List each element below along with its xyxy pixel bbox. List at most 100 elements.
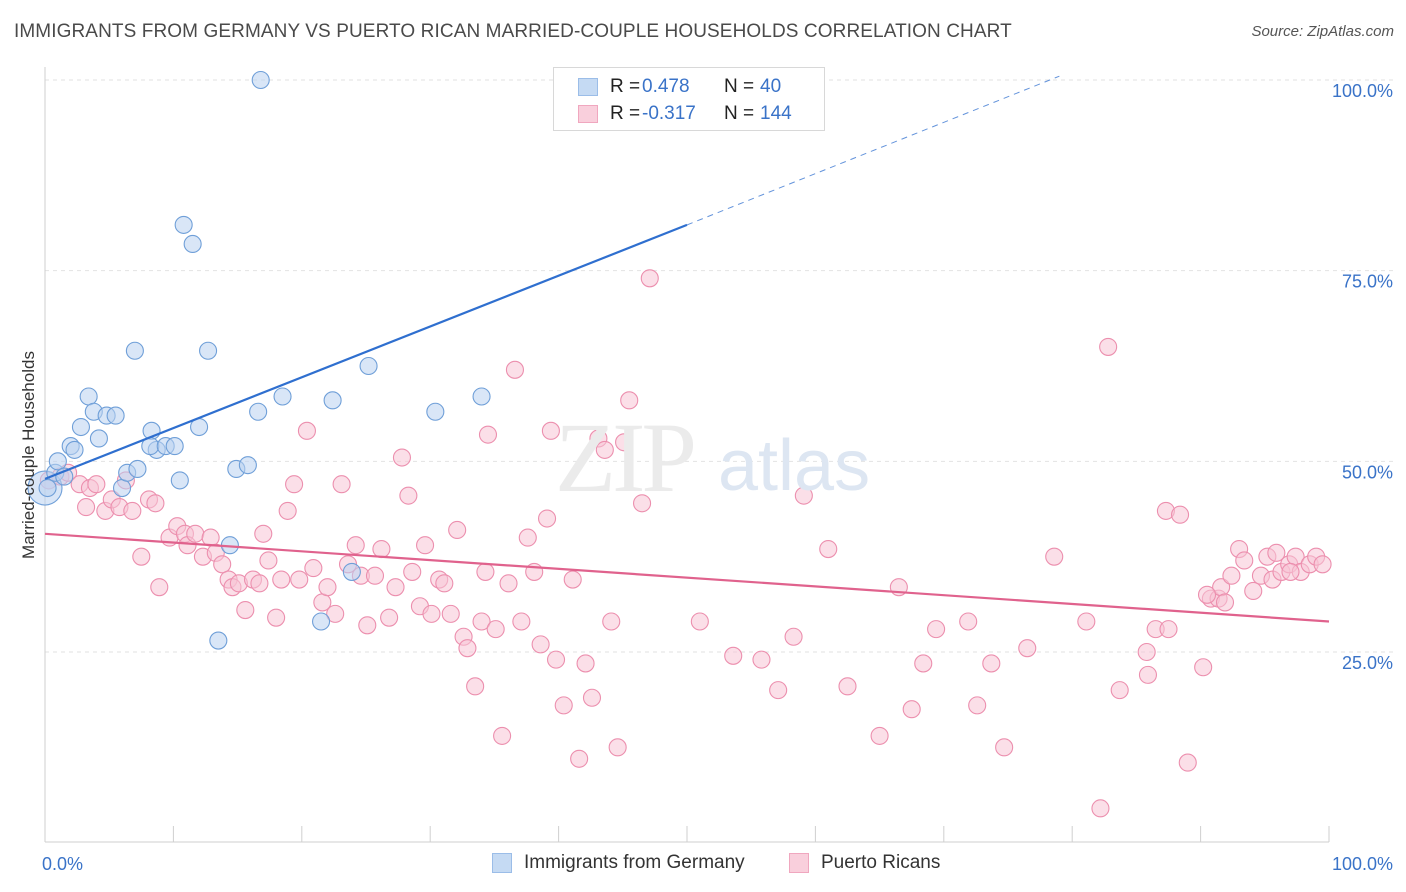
data-point xyxy=(65,440,84,459)
data-point xyxy=(48,452,67,471)
data-point xyxy=(554,696,573,715)
data-point xyxy=(79,387,98,406)
data-point xyxy=(416,536,435,555)
data-point xyxy=(595,440,614,459)
data-point xyxy=(250,574,269,593)
data-point xyxy=(365,566,385,585)
data-point xyxy=(236,601,255,620)
data-point xyxy=(312,612,331,631)
data-point xyxy=(615,433,634,452)
data-point xyxy=(690,612,709,631)
data-point xyxy=(982,654,1001,673)
series-legend: Immigrants from Germany Puerto Ricans xyxy=(0,852,1406,878)
data-point xyxy=(125,341,144,360)
data-point xyxy=(633,494,652,513)
data-point xyxy=(1235,551,1254,570)
data-point xyxy=(959,612,978,631)
data-point xyxy=(132,547,151,566)
puerto-rican-trend-line xyxy=(44,532,1330,623)
data-point xyxy=(332,475,351,494)
data-point xyxy=(537,509,557,528)
data-point xyxy=(323,391,342,410)
data-point xyxy=(77,498,96,517)
n-value: 40 xyxy=(760,76,782,97)
source-label: Source: ZipAtlas.com xyxy=(1251,23,1394,40)
data-point xyxy=(251,70,270,90)
data-point xyxy=(466,677,485,696)
gridlines xyxy=(45,79,1394,653)
data-point xyxy=(472,387,491,406)
data-point xyxy=(1267,543,1286,562)
data-point xyxy=(914,654,933,673)
x-tick-label: 100.0% xyxy=(1332,854,1393,874)
data-point xyxy=(478,425,498,444)
germany-swatch xyxy=(578,78,598,96)
data-point xyxy=(174,215,193,234)
data-point xyxy=(326,604,345,623)
data-point xyxy=(426,402,445,421)
data-point xyxy=(112,478,132,498)
data-point xyxy=(342,562,361,581)
data-point xyxy=(1171,505,1190,524)
data-point xyxy=(769,681,788,700)
data-point xyxy=(403,562,422,581)
axes xyxy=(44,67,1330,843)
data-point xyxy=(576,654,595,673)
puerto-rican-swatch xyxy=(578,105,598,123)
data-point xyxy=(1215,593,1235,612)
data-point xyxy=(1244,581,1263,601)
correlation-legend: R = 0.478 N = 40 R = -0.317 N = 144 xyxy=(553,67,825,131)
data-point xyxy=(620,391,639,410)
data-point xyxy=(359,356,378,376)
data-point xyxy=(422,604,441,623)
data-point xyxy=(386,578,405,597)
data-point xyxy=(968,696,987,715)
data-point xyxy=(399,486,418,505)
data-point xyxy=(838,677,857,696)
data-point xyxy=(995,738,1014,757)
data-point xyxy=(752,650,771,669)
data-point xyxy=(570,749,589,768)
data-point xyxy=(106,406,125,425)
data-point xyxy=(518,528,537,547)
data-point xyxy=(448,520,467,540)
data-point xyxy=(486,620,505,639)
data-point xyxy=(170,471,189,490)
data-point xyxy=(902,700,921,719)
data-point xyxy=(1197,585,1217,604)
data-point xyxy=(238,456,257,475)
x-tick-label: 0.0% xyxy=(42,854,83,874)
data-point xyxy=(435,574,454,593)
data-point xyxy=(505,360,524,379)
data-point xyxy=(380,608,399,627)
data-point xyxy=(541,421,560,440)
chart-title: IMMIGRANTS FROM GERMANY VS PUERTO RICAN … xyxy=(14,21,1012,42)
germany-points xyxy=(27,70,491,650)
data-point xyxy=(278,501,297,520)
data-point xyxy=(38,478,57,498)
data-point xyxy=(512,612,531,631)
data-point xyxy=(297,421,316,440)
data-point xyxy=(870,726,889,745)
data-point xyxy=(1178,753,1197,772)
data-point xyxy=(794,486,813,505)
n-label: N = xyxy=(724,103,755,124)
data-point xyxy=(582,688,602,707)
data-point xyxy=(209,631,228,650)
data-point xyxy=(640,269,659,288)
data-point xyxy=(1137,642,1156,662)
data-point xyxy=(927,620,946,639)
data-point xyxy=(71,417,91,437)
data-point xyxy=(499,574,518,593)
data-point xyxy=(531,635,550,654)
tick-labels: 25.0% 50.0% 75.0% 100.0% 0.0% 100.0% xyxy=(42,81,1393,874)
y-tick-label: 50.0% xyxy=(1342,462,1393,482)
data-point xyxy=(128,459,147,479)
data-point xyxy=(199,341,218,360)
r-value: -0.317 xyxy=(642,103,696,124)
data-point xyxy=(213,555,232,574)
data-point xyxy=(1281,562,1300,581)
data-point xyxy=(267,608,286,627)
data-point xyxy=(318,578,337,597)
